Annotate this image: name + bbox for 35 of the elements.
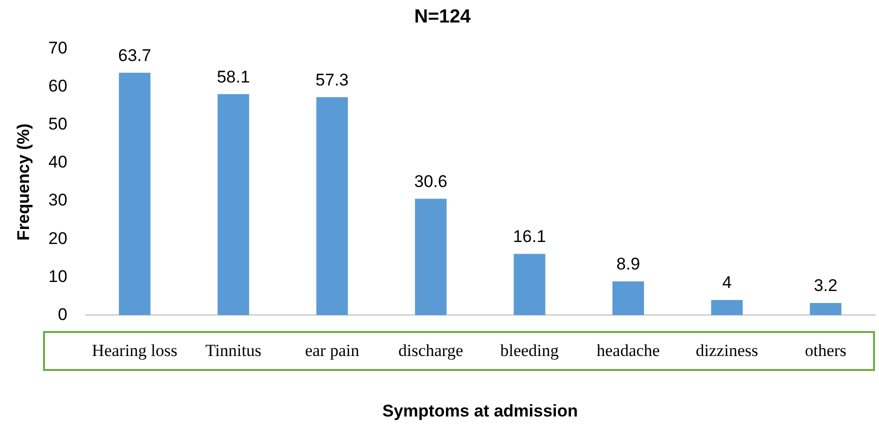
data-label: 63.7: [118, 46, 152, 65]
data-label: 16.1: [512, 227, 546, 246]
y-axis-title: Frequency (%): [14, 123, 33, 241]
x-axis-title: Symptoms at admission: [382, 401, 578, 420]
x-tick-label: dizziness: [696, 340, 758, 360]
data-label: 30.6: [414, 172, 448, 191]
y-tick-label: 30: [48, 190, 68, 210]
data-label: 4: [722, 273, 732, 292]
x-tick-label: others: [804, 340, 846, 360]
bar: [218, 94, 250, 316]
y-tick-label: 10: [48, 266, 68, 286]
bar: [612, 281, 644, 316]
y-tick-label: 20: [48, 228, 68, 248]
y-tick-label: 40: [48, 152, 68, 172]
data-label: 8.9: [616, 254, 640, 274]
data-label: 57.3: [316, 70, 349, 90]
x-tick-label: discharge: [398, 340, 464, 360]
bar: [514, 254, 546, 316]
x-tick-label: Tinnitus: [205, 340, 262, 360]
data-label: 3.2: [814, 276, 838, 296]
x-tick-label: Hearing loss: [92, 340, 178, 360]
y-tick-label: 60: [48, 76, 68, 96]
x-tick-label: headache: [596, 340, 660, 360]
bar: [118, 72, 150, 316]
bar: [415, 198, 447, 316]
x-tick-label: ear pain: [304, 340, 360, 360]
data-label: 58.1: [216, 67, 250, 86]
chart-title: N=124: [414, 6, 472, 28]
bar: [316, 97, 348, 316]
bar: [711, 300, 743, 316]
y-tick-label: 0: [58, 304, 68, 324]
bar: [810, 303, 842, 316]
y-tick-label: 70: [48, 38, 68, 58]
x-tick-label: bleeding: [500, 340, 560, 360]
y-tick-label: 50: [48, 114, 68, 134]
